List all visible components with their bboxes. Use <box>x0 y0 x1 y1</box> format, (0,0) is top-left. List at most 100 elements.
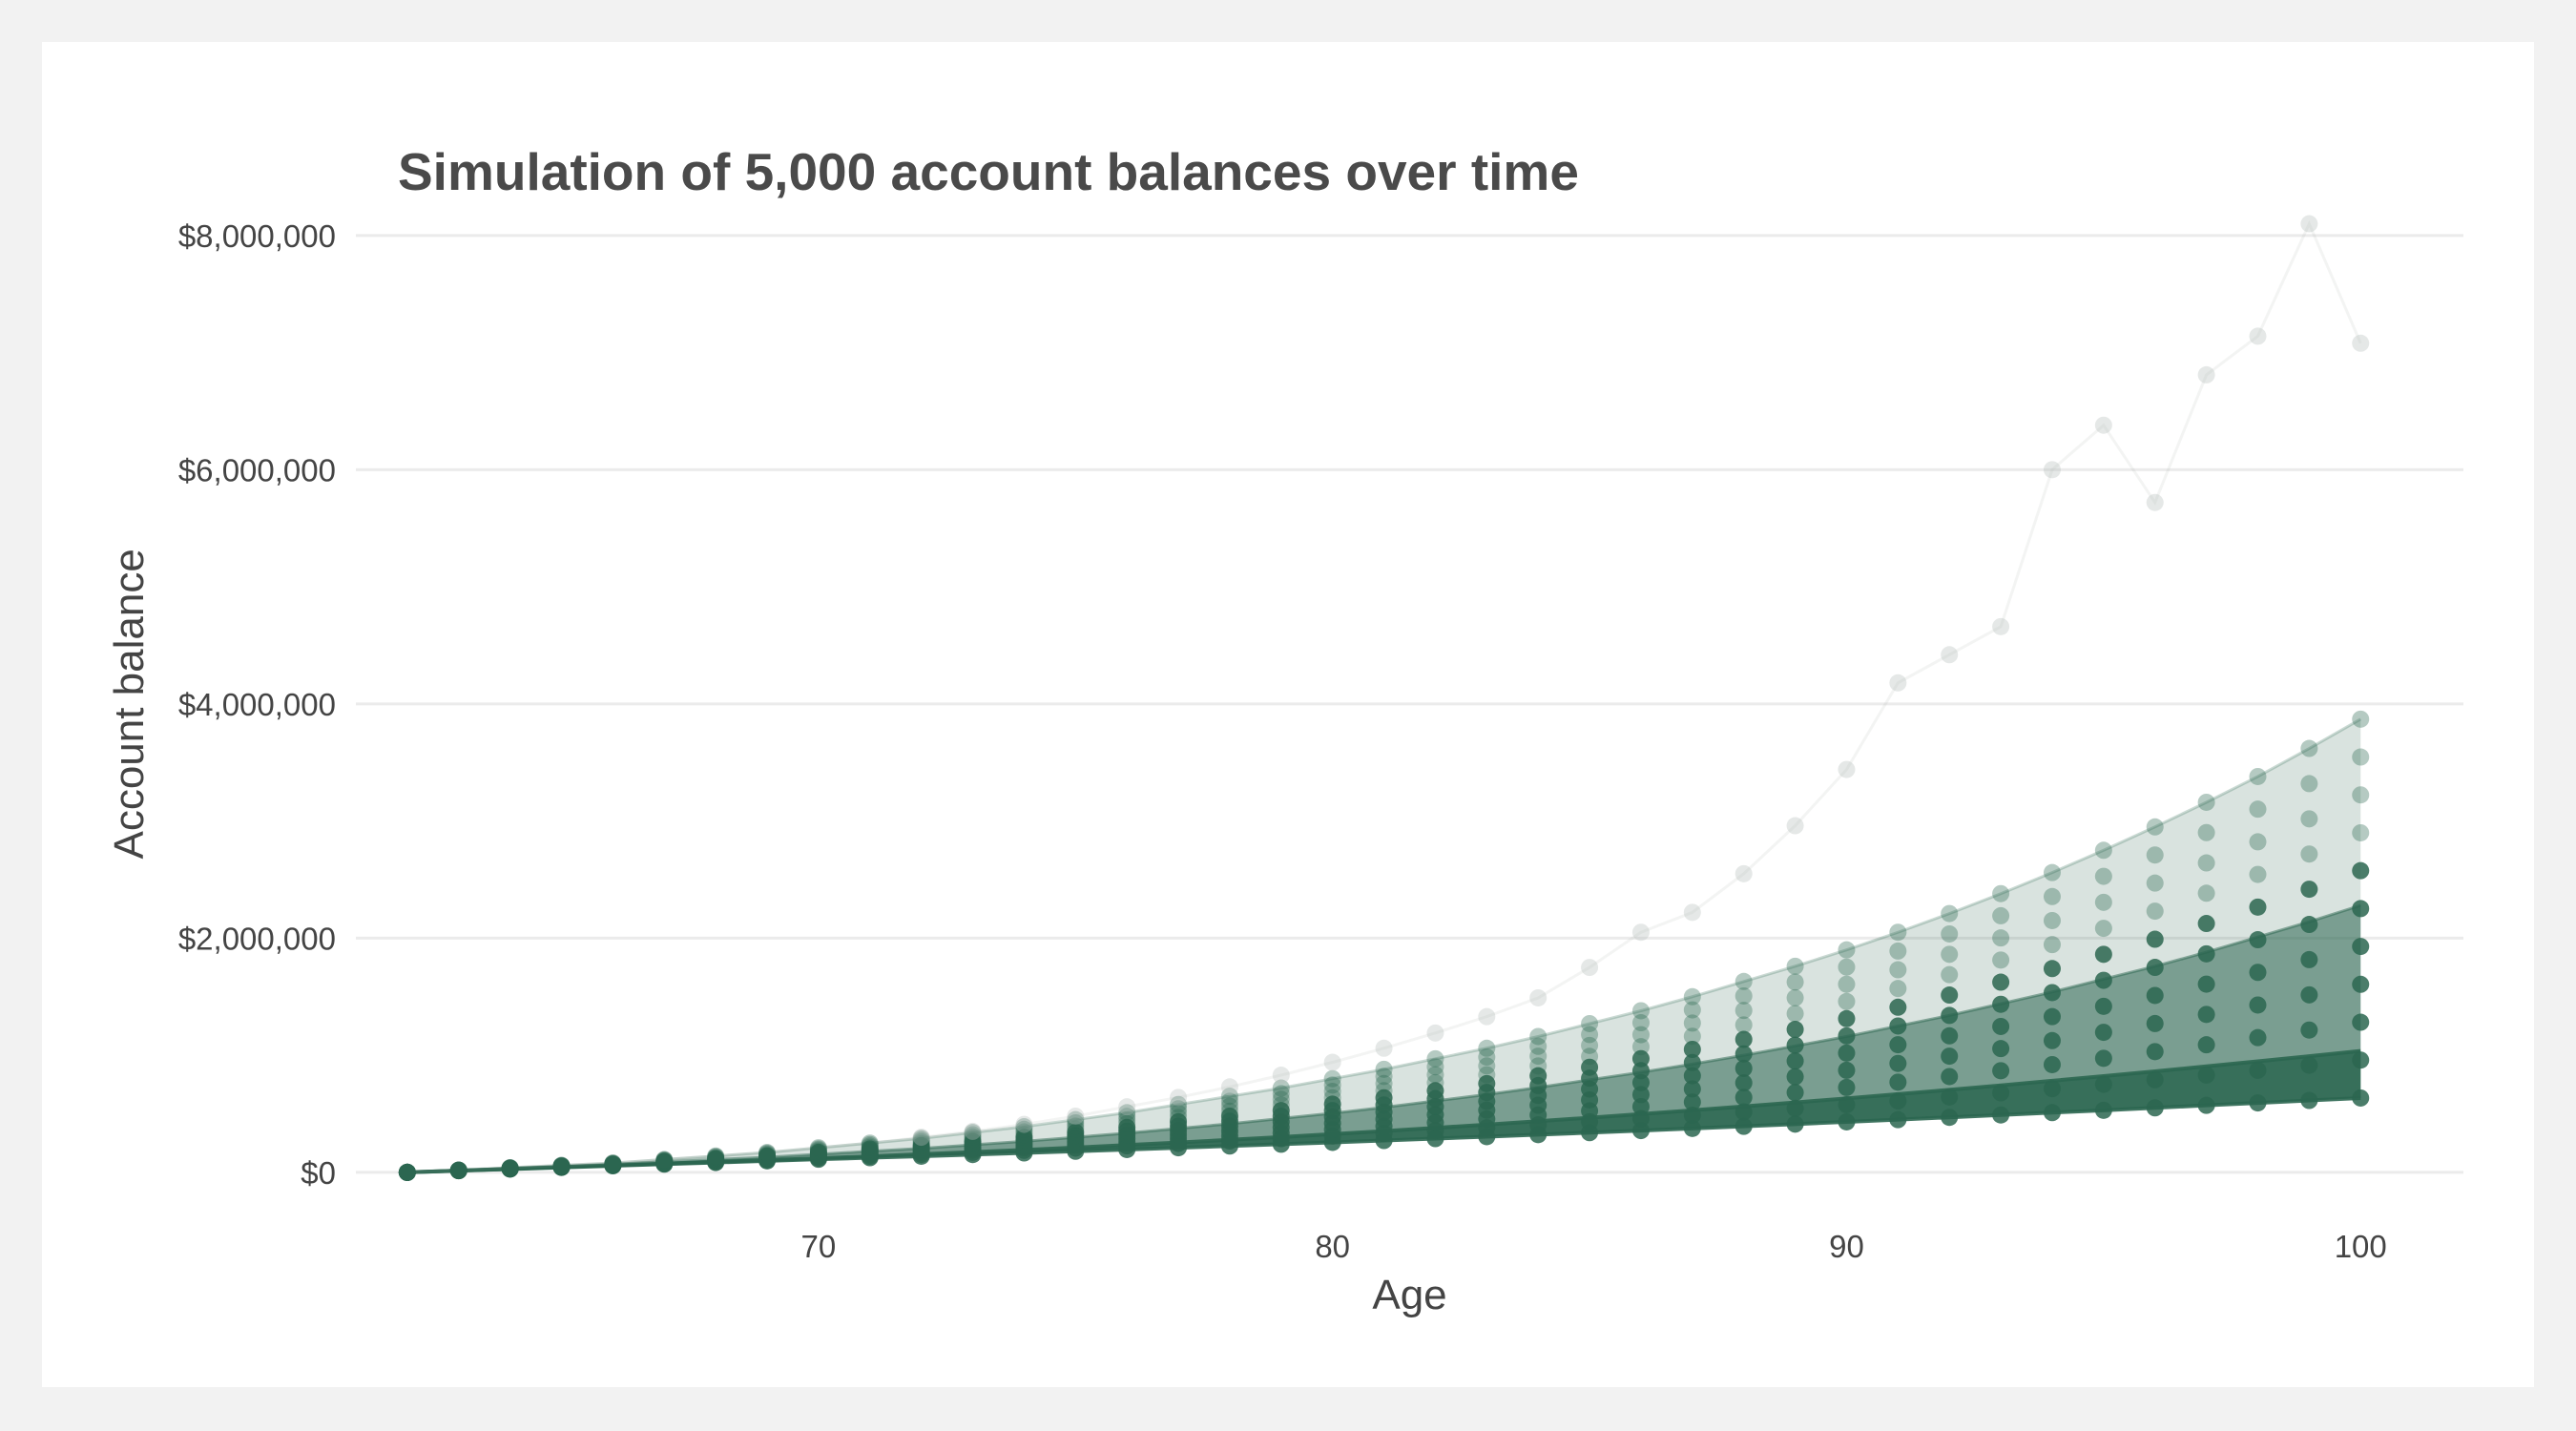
data-point <box>1631 1122 1650 1140</box>
data-point <box>964 1126 982 1144</box>
data-point <box>1375 1074 1393 1092</box>
outlier-point <box>1529 988 1548 1006</box>
data-point <box>552 1157 571 1175</box>
data-point <box>1838 1095 1856 1113</box>
data-point <box>2352 900 2370 918</box>
data-point <box>449 1161 467 1179</box>
data-point <box>655 1151 674 1169</box>
data-point <box>758 1146 777 1164</box>
data-point <box>707 1150 725 1168</box>
data-point <box>1683 1080 1701 1098</box>
data-point <box>2146 1099 2164 1117</box>
data-point <box>1067 1117 1085 1135</box>
data-point <box>2094 841 2112 860</box>
data-point <box>1838 975 1856 993</box>
data-point <box>1992 929 2010 947</box>
data-point <box>501 1159 519 1177</box>
data-point <box>2249 833 2267 851</box>
data-point <box>758 1145 777 1163</box>
data-point <box>1170 1112 1188 1130</box>
data-point <box>1375 1068 1393 1086</box>
grid-lines <box>356 234 2463 1174</box>
data-point <box>1323 1069 1341 1088</box>
data-point <box>1683 1014 1701 1032</box>
data-point <box>2197 823 2215 841</box>
data-point <box>1581 1026 1599 1044</box>
data-point <box>2043 1080 2061 1098</box>
data-point <box>2197 884 2215 902</box>
data-point <box>1581 1014 1599 1032</box>
data-point <box>398 1163 416 1181</box>
data-point <box>861 1137 879 1155</box>
data-point <box>398 1163 416 1181</box>
data-point <box>809 1143 827 1161</box>
data-point <box>1015 1120 1033 1138</box>
data-point <box>2352 861 2370 880</box>
data-point <box>1118 1114 1136 1132</box>
data-point <box>2197 1096 2215 1114</box>
data-point <box>1220 1102 1238 1120</box>
data-point <box>1067 1110 1085 1129</box>
data-point <box>809 1139 827 1157</box>
data-point <box>1941 1109 1959 1127</box>
data-point <box>2249 1094 2267 1112</box>
data-point <box>2094 997 2112 1015</box>
data-point <box>1786 973 1804 991</box>
data-point <box>2094 971 2112 989</box>
data-point <box>1889 942 1907 960</box>
data-point <box>2249 1028 2267 1047</box>
data-point <box>1992 973 2010 991</box>
data-point <box>2094 1024 2112 1042</box>
data-point <box>2300 881 2318 899</box>
data-point <box>861 1140 879 1158</box>
data-point <box>2249 1061 2267 1079</box>
data-point <box>1786 1052 1804 1070</box>
data-point <box>604 1154 622 1172</box>
data-point <box>1889 1017 1907 1035</box>
chart-title: Simulation of 5,000 account balances ove… <box>398 142 1579 201</box>
data-point <box>1735 1030 1753 1048</box>
data-point <box>1631 1110 1650 1128</box>
data-point <box>964 1130 982 1149</box>
data-point <box>1375 1089 1393 1107</box>
data-point <box>912 1136 930 1154</box>
data-point <box>1323 1089 1341 1107</box>
data-point <box>1170 1109 1188 1127</box>
data-point <box>1478 1066 1496 1084</box>
data-point <box>1838 1078 1856 1096</box>
data-point <box>655 1151 674 1170</box>
data-point <box>1735 972 1753 990</box>
y-tick-label: $8,000,000 <box>178 218 336 254</box>
data-point <box>1323 1083 1341 1101</box>
data-point <box>2146 930 2164 948</box>
outlier-point <box>1375 1039 1393 1057</box>
series-line <box>406 717 2361 1174</box>
data-point <box>1889 1036 1907 1054</box>
data-point <box>2043 1104 2061 1122</box>
data-point <box>1683 1067 1701 1085</box>
data-point <box>1683 1107 1701 1125</box>
data-point <box>552 1156 571 1174</box>
data-point <box>1992 1062 2010 1080</box>
data-point <box>1786 1005 1804 1023</box>
data-point <box>2249 964 2267 982</box>
data-point <box>398 1163 416 1181</box>
data-point <box>655 1151 674 1169</box>
data-point <box>2094 893 2112 911</box>
data-point <box>1786 957 1804 975</box>
data-point <box>1889 998 1907 1016</box>
data-point <box>1992 906 2010 924</box>
data-point <box>1838 1009 1856 1027</box>
data-point <box>2094 945 2112 964</box>
data-point <box>1529 1027 1548 1046</box>
data-point <box>1220 1092 1238 1110</box>
x-tick-label: 100 <box>2335 1229 2387 1264</box>
data-point <box>1941 904 1959 923</box>
outlier-point <box>1323 1053 1341 1071</box>
data-point <box>809 1142 827 1160</box>
data-point <box>1015 1129 1033 1147</box>
data-point <box>1015 1118 1033 1136</box>
data-point <box>861 1135 879 1153</box>
data-point <box>1683 1119 1701 1137</box>
data-point <box>1992 1084 2010 1102</box>
